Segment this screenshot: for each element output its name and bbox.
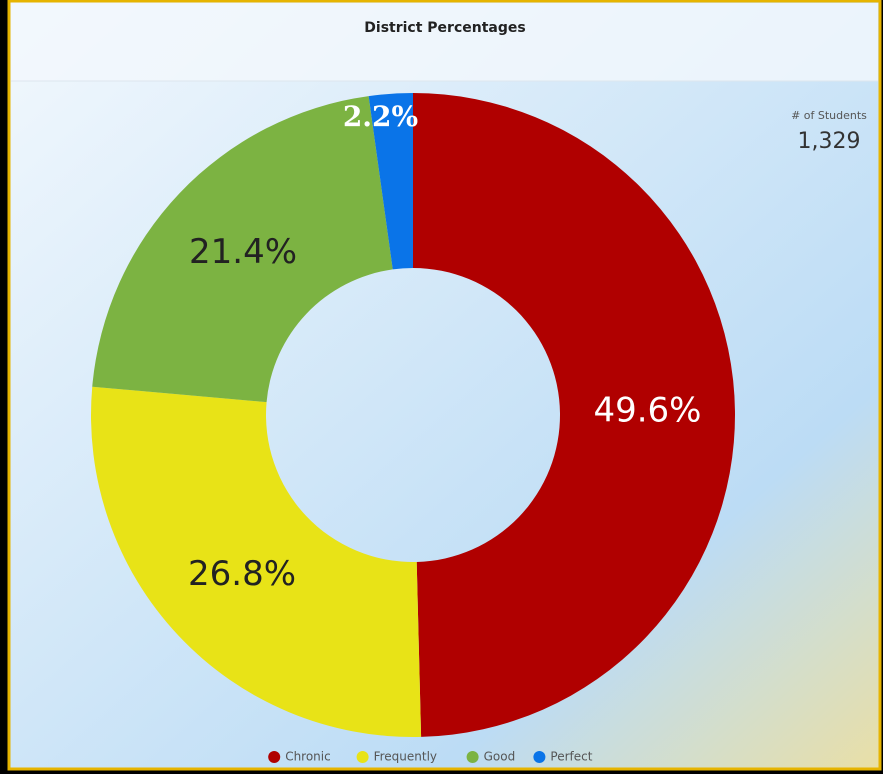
slice: [91, 386, 422, 737]
legend-label: Chronic: [285, 750, 331, 764]
slice: [413, 93, 735, 737]
data-label: 49.6%: [593, 391, 701, 431]
legend-swatch: [466, 751, 479, 763]
data-label: 21.4%: [189, 232, 297, 272]
legend-swatch: [268, 751, 281, 763]
chart-title: District Percentages: [364, 20, 525, 36]
data-label: 26.8%: [188, 554, 296, 594]
legend-label: Frequently: [374, 750, 437, 764]
legend-swatch: [533, 751, 546, 763]
header: [11, 3, 878, 81]
stat-label: # of Students: [791, 109, 867, 122]
slice: [92, 96, 393, 403]
slice: [368, 93, 413, 270]
legend-label: Good: [484, 750, 516, 764]
data-label: 2.2%: [343, 100, 418, 133]
stat-value: 1,329: [798, 129, 861, 154]
legend-label: Perfect: [550, 750, 592, 764]
legend-swatch: [356, 751, 369, 763]
